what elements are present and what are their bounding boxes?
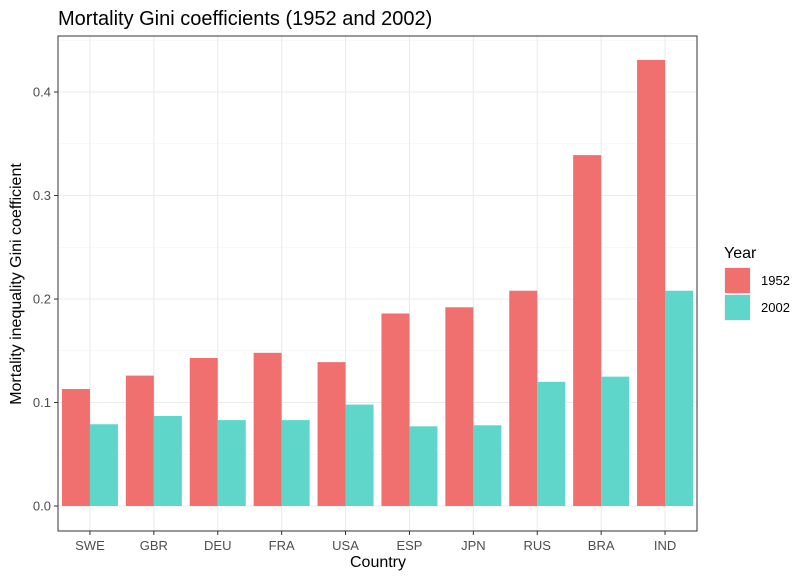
x-tick-label: SWE	[75, 538, 105, 553]
legend-swatch-2002	[725, 295, 750, 320]
y-tick-label: 0.1	[33, 395, 51, 410]
x-tick-label: IND	[654, 538, 676, 553]
x-tick-label: RUS	[524, 538, 552, 553]
bar-swe-1952	[61, 389, 90, 506]
bar-fra-2002	[281, 420, 310, 506]
x-tick-label: DEU	[204, 538, 231, 553]
y-tick-label: 0.4	[33, 85, 51, 100]
x-tick-label: BRA	[588, 538, 615, 553]
bar-usa-2002	[345, 404, 374, 506]
bar-rus-2002	[537, 381, 566, 506]
bar-esp-2002	[409, 426, 438, 506]
bar-bra-1952	[573, 155, 602, 506]
bar-bra-2002	[601, 376, 630, 506]
legend-label-2002: 2002	[761, 300, 790, 315]
bar-swe-2002	[89, 424, 118, 506]
y-axis: 0.0 0.1 0.2 0.3 0.4	[33, 85, 58, 514]
x-tick-label: USA	[332, 538, 359, 553]
bar-deu-1952	[189, 357, 218, 506]
bar-deu-2002	[217, 420, 246, 506]
x-tick-label: ESP	[396, 538, 422, 553]
legend-title: Year	[724, 245, 757, 262]
bar-jpn-2002	[473, 425, 502, 506]
bar-gbr-2002	[153, 415, 182, 506]
legend-label-1952: 1952	[761, 273, 790, 288]
chart-title: Mortality Gini coefficients (1952 and 20…	[58, 8, 432, 30]
x-tick-label: FRA	[269, 538, 295, 553]
x-tick-label: JPN	[461, 538, 486, 553]
legend: Year 1952 2002	[724, 245, 790, 321]
x-tick-label: GBR	[140, 538, 168, 553]
x-axis: SWE GBR DEU FRA USA ESP JPN RUS BRA IND	[75, 531, 676, 553]
panel-border	[57, 35, 698, 532]
y-tick-label: 0.2	[33, 292, 51, 307]
bar-jpn-1952	[445, 307, 474, 506]
legend-swatch-1952	[725, 268, 750, 293]
bars	[61, 59, 694, 506]
bar-ind-1952	[637, 59, 666, 506]
y-axis-title: Mortality inequality Gini coefficient	[8, 163, 25, 405]
bar-rus-1952	[509, 290, 538, 506]
bar-usa-1952	[317, 362, 346, 506]
bar-ind-2002	[665, 290, 694, 506]
x-axis-title: Country	[350, 554, 406, 571]
y-tick-label: 0.0	[33, 499, 51, 514]
bar-fra-1952	[253, 352, 282, 506]
bar-esp-1952	[381, 313, 410, 506]
bar-gbr-1952	[125, 375, 154, 506]
y-tick-label: 0.3	[33, 188, 51, 203]
